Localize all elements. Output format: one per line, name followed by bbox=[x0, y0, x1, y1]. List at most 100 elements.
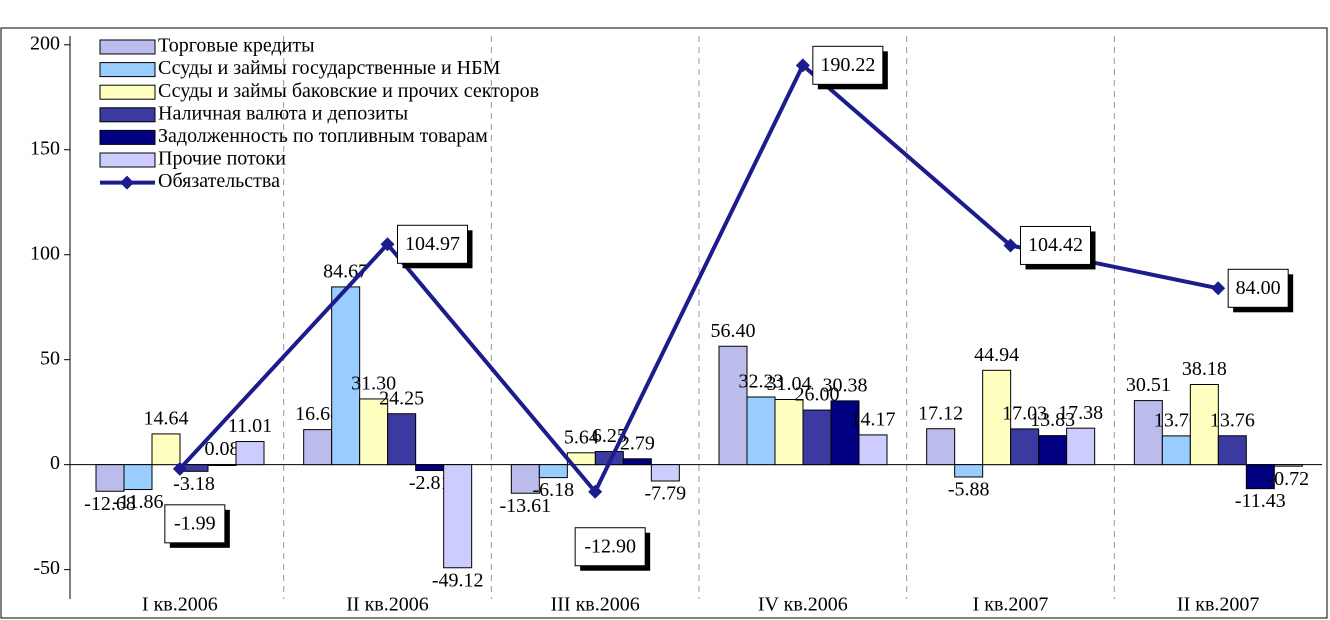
x-tick-label: III кв.2006 bbox=[551, 594, 640, 616]
line-value-label: 104.42 bbox=[1028, 234, 1083, 256]
bar bbox=[207, 463, 237, 466]
bar bbox=[746, 396, 776, 466]
bar-value-label: -0.72 bbox=[1267, 468, 1309, 490]
bar bbox=[235, 441, 265, 466]
bar-value-label: 31.30 bbox=[351, 373, 396, 395]
bar-value-label: -11.43 bbox=[1235, 490, 1286, 512]
label-box bbox=[574, 527, 646, 567]
bar-value-label: 44.94 bbox=[974, 344, 1019, 366]
x-tick-label: II кв.2006 bbox=[346, 594, 428, 616]
label-box bbox=[397, 224, 468, 264]
bar-value-label: 31.04 bbox=[767, 373, 812, 395]
bar-value-label: 32.23 bbox=[739, 371, 784, 393]
legend-swatch bbox=[99, 39, 156, 55]
bar bbox=[954, 464, 984, 478]
y-tick-label: 200 bbox=[30, 32, 60, 54]
bar bbox=[1133, 400, 1163, 466]
bar-value-label: 16.68 bbox=[295, 403, 340, 425]
x-tick-label: I кв.2006 bbox=[142, 594, 218, 616]
bar bbox=[1066, 427, 1096, 466]
bar bbox=[510, 464, 540, 494]
bar-value-label: 17.38 bbox=[1058, 402, 1103, 424]
bar-value-label: -12.68 bbox=[84, 493, 136, 515]
legend-swatch bbox=[99, 129, 156, 145]
bar bbox=[718, 345, 748, 466]
bar bbox=[443, 464, 473, 569]
bar bbox=[926, 428, 956, 466]
bar bbox=[858, 434, 888, 466]
legend-swatch bbox=[99, 107, 156, 123]
bar-value-label: -3.18 bbox=[173, 473, 215, 495]
line-value-label: 190.22 bbox=[820, 54, 875, 76]
legend-label: Задолженность по топливным товарам bbox=[158, 125, 488, 147]
legend-swatch bbox=[99, 84, 156, 100]
bar bbox=[830, 400, 860, 466]
legend-label: Прочие потоки bbox=[158, 148, 286, 170]
bar-value-label: 30.38 bbox=[823, 374, 868, 396]
bar bbox=[331, 286, 361, 466]
bar-value-label: 56.40 bbox=[711, 320, 756, 342]
bar bbox=[774, 398, 804, 466]
bar-value-label: 14.17 bbox=[851, 408, 896, 430]
legend-label: Ссуды и займы государственные и НБМ bbox=[158, 57, 501, 79]
bar-value-label: -11.86 bbox=[113, 491, 164, 513]
y-tick-label: 100 bbox=[30, 242, 60, 264]
bar bbox=[1010, 428, 1040, 466]
y-tick-label: 50 bbox=[40, 347, 60, 369]
bar bbox=[1273, 464, 1303, 467]
legend-label: Торговые кредиты bbox=[158, 35, 315, 57]
line-value-label: 104.97 bbox=[405, 233, 460, 255]
bar bbox=[802, 409, 832, 466]
legend-label: Наличная валюта и депозиты bbox=[158, 102, 408, 124]
bar-value-label: -7.79 bbox=[644, 483, 686, 505]
line-value-label: -1.99 bbox=[174, 512, 216, 534]
x-tick-label: II кв.2007 bbox=[1177, 594, 1259, 616]
line-marker bbox=[1003, 238, 1018, 253]
bar-value-label: 0.08 bbox=[205, 438, 240, 460]
bar-value-label: 11.01 bbox=[228, 415, 272, 437]
legend-label: Обязательства bbox=[158, 170, 280, 192]
bar-value-label: 5.64 bbox=[564, 426, 599, 448]
bar bbox=[1189, 383, 1219, 466]
bar-value-label: 13.76 bbox=[1210, 409, 1255, 431]
label-box bbox=[812, 45, 884, 85]
legend-label: Ссуды и займы баковские и прочих секторо… bbox=[158, 80, 539, 102]
bar bbox=[1217, 435, 1247, 466]
line-value-label: 84.00 bbox=[1236, 277, 1281, 299]
line-marker bbox=[1211, 281, 1226, 296]
label-box bbox=[1227, 268, 1289, 308]
y-tick-label: -50 bbox=[33, 557, 60, 579]
bar bbox=[538, 464, 568, 479]
bar-value-label: -49.12 bbox=[432, 569, 484, 591]
bar bbox=[650, 464, 680, 482]
bar bbox=[303, 429, 333, 466]
bar-value-label: 14.64 bbox=[144, 408, 189, 430]
bar-value-label: -2.81 bbox=[409, 472, 451, 494]
bar-value-label: 17.12 bbox=[918, 402, 963, 424]
bar bbox=[415, 464, 445, 472]
bar bbox=[95, 464, 125, 492]
bar-value-label: 2.79 bbox=[620, 432, 655, 454]
bar bbox=[622, 458, 652, 466]
bar-value-label: -6.18 bbox=[532, 479, 574, 501]
bar bbox=[151, 433, 181, 466]
bar bbox=[359, 398, 389, 466]
line-marker bbox=[380, 237, 395, 252]
bar bbox=[982, 369, 1012, 466]
bar-value-label: 24.25 bbox=[379, 387, 424, 409]
bar bbox=[1038, 435, 1068, 466]
legend-swatch bbox=[99, 62, 156, 78]
bar-value-label: 38.18 bbox=[1182, 358, 1227, 380]
label-box bbox=[164, 504, 226, 544]
x-tick-label: IV кв.2006 bbox=[758, 594, 848, 616]
y-tick-label: 150 bbox=[30, 137, 60, 159]
bar-value-label: -5.88 bbox=[948, 479, 990, 501]
label-box bbox=[1020, 225, 1091, 265]
bar-value-label: -13.61 bbox=[499, 495, 551, 517]
bar-value-label: 13.70 bbox=[1154, 409, 1199, 431]
legend-marker bbox=[120, 175, 134, 190]
bar bbox=[1161, 435, 1191, 466]
bar bbox=[123, 464, 153, 491]
y-tick-label: 0 bbox=[50, 452, 60, 474]
bar-value-label: 13.83 bbox=[1030, 409, 1075, 431]
